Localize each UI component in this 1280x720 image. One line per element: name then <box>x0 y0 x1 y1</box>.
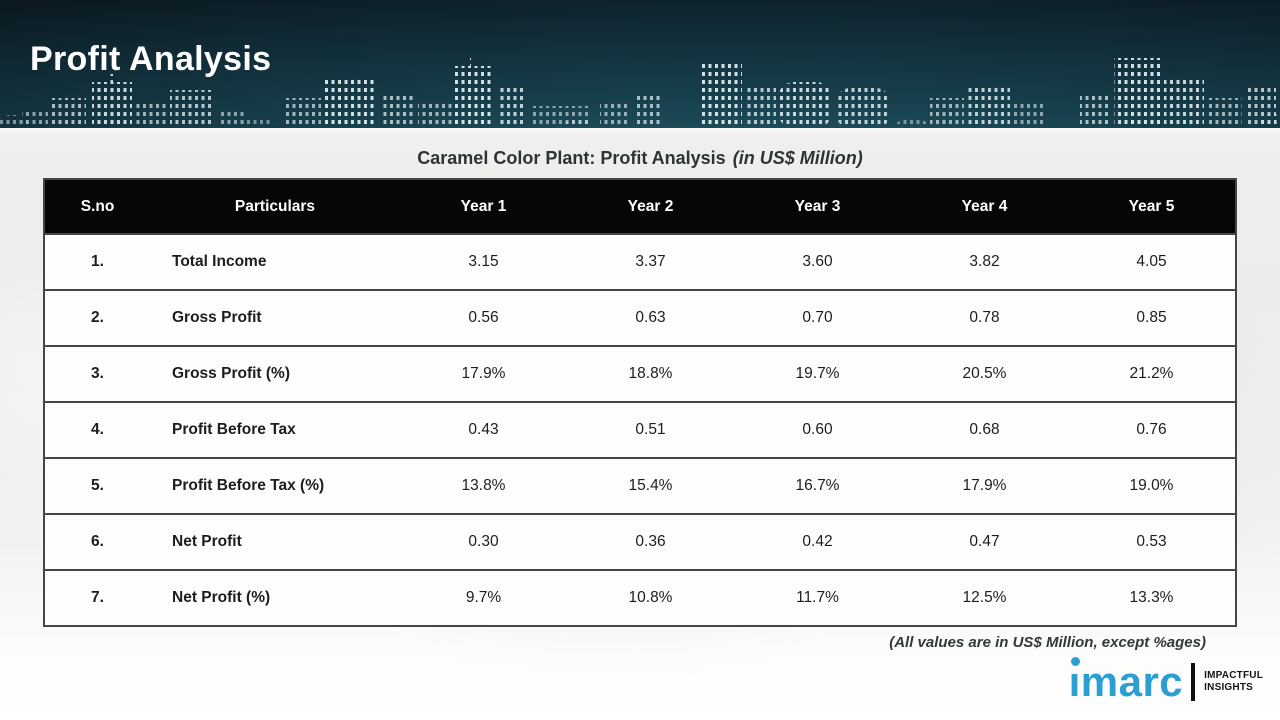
particular-cell: Total Income <box>150 233 400 290</box>
value-cell: 12.5% <box>901 569 1068 626</box>
sno-cell: 5. <box>44 457 150 514</box>
value-cell: 0.53 <box>1068 513 1236 570</box>
particular-cell: Net Profit <box>150 513 400 570</box>
value-cell: 11.7% <box>734 569 901 626</box>
value-cell: 10.8% <box>567 569 734 626</box>
particular-cell: Profit Before Tax <box>150 401 400 458</box>
value-cell: 0.43 <box>400 401 567 458</box>
column-header-year3: Year 3 <box>734 179 901 234</box>
logo-tagline: IMPACTFUL INSIGHTS <box>1204 670 1263 694</box>
value-cell: 3.82 <box>901 233 1068 290</box>
table-row: 2. Gross Profit 0.56 0.63 0.70 0.78 0.85 <box>44 289 1236 346</box>
value-cell: 0.47 <box>901 513 1068 570</box>
value-cell: 9.7% <box>400 569 567 626</box>
table-title: Caramel Color Plant: Profit Analysis (in … <box>0 148 1280 169</box>
page-title: Profit Analysis <box>30 40 272 78</box>
main-content: Caramel Color Plant: Profit Analysis (in … <box>0 133 1280 651</box>
particular-cell: Gross Profit <box>150 289 400 346</box>
sno-cell: 3. <box>44 345 150 402</box>
value-cell: 19.0% <box>1068 457 1236 514</box>
column-header-sno: S.no <box>44 179 150 234</box>
value-cell: 3.60 <box>734 233 901 290</box>
value-cell: 15.4% <box>567 457 734 514</box>
value-cell: 17.9% <box>400 345 567 402</box>
value-cell: 13.8% <box>400 457 567 514</box>
table-row: 7. Net Profit (%) 9.7% 10.8% 11.7% 12.5% 13… <box>44 569 1236 626</box>
table-title-unit: (in US$ Million) <box>732 148 863 168</box>
city-skyline-graphic <box>0 50 1280 128</box>
value-cell: 3.15 <box>400 233 567 290</box>
logo-word-wrap: ımarc <box>1068 657 1184 705</box>
sno-cell: 4. <box>44 401 150 458</box>
sno-cell: 7. <box>44 569 150 626</box>
value-cell: 0.60 <box>734 401 901 458</box>
value-cell: 3.37 <box>567 233 734 290</box>
table-footnote: (All values are in US$ Million, except %… <box>889 634 1206 651</box>
sno-cell: 2. <box>44 289 150 346</box>
column-header-particulars: Particulars <box>150 179 400 234</box>
table-row: 4. Profit Before Tax 0.43 0.51 0.60 0.68 0.… <box>44 401 1236 458</box>
value-cell: 0.42 <box>734 513 901 570</box>
logo-tagline-line2: INSIGHTS <box>1204 682 1253 693</box>
particular-cell: Net Profit (%) <box>150 569 400 626</box>
column-header-year1: Year 1 <box>400 179 567 234</box>
value-cell: 18.8% <box>567 345 734 402</box>
table-title-main: Caramel Color Plant: Profit Analysis <box>417 148 726 168</box>
table-body: 1. Total Income 3.15 3.37 3.60 3.82 4.05 2.… <box>44 233 1236 626</box>
logo-divider <box>1191 663 1196 701</box>
value-cell: 0.36 <box>567 513 734 570</box>
value-cell: 0.76 <box>1068 401 1236 458</box>
value-cell: 4.05 <box>1068 233 1236 290</box>
value-cell: 16.7% <box>734 457 901 514</box>
table-row: 6. Net Profit 0.30 0.36 0.42 0.47 0.53 <box>44 513 1236 570</box>
sno-cell: 1. <box>44 233 150 290</box>
value-cell: 0.56 <box>400 289 567 346</box>
table-row: 3. Gross Profit (%) 17.9% 18.8% 19.7% 20.5… <box>44 345 1236 402</box>
profit-table: S.no Particulars Year 1 Year 2 Year 3 Ye… <box>43 178 1237 627</box>
value-cell: 0.63 <box>567 289 734 346</box>
value-cell: 21.2% <box>1068 345 1236 402</box>
table-row: 1. Total Income 3.15 3.37 3.60 3.82 4.05 <box>44 233 1236 290</box>
logo-tagline-line1: IMPACTFUL <box>1204 670 1263 681</box>
sno-cell: 6. <box>44 513 150 570</box>
table-header-row: S.no Particulars Year 1 Year 2 Year 3 Ye… <box>44 179 1236 234</box>
particular-cell: Profit Before Tax (%) <box>150 457 400 514</box>
value-cell: 0.68 <box>901 401 1068 458</box>
value-cell: 17.9% <box>901 457 1068 514</box>
value-cell: 0.70 <box>734 289 901 346</box>
logo-wordmark: ımarc <box>1068 658 1184 705</box>
value-cell: 0.78 <box>901 289 1068 346</box>
value-cell: 0.51 <box>567 401 734 458</box>
value-cell: 20.5% <box>901 345 1068 402</box>
column-header-year4: Year 4 <box>901 179 1068 234</box>
value-cell: 13.3% <box>1068 569 1236 626</box>
table-row: 5. Profit Before Tax (%) 13.8% 15.4% 16.7… <box>44 457 1236 514</box>
logo-dot-icon <box>1070 657 1080 666</box>
table-header: S.no Particulars Year 1 Year 2 Year 3 Ye… <box>44 179 1236 234</box>
particular-cell: Gross Profit (%) <box>150 345 400 402</box>
column-header-year2: Year 2 <box>567 179 734 234</box>
imarc-logo: ımarc IMPACTFUL INSIGHTS <box>1068 657 1263 705</box>
value-cell: 19.7% <box>734 345 901 402</box>
column-header-year5: Year 5 <box>1068 179 1236 234</box>
value-cell: 0.85 <box>1068 289 1236 346</box>
header-banner: Profit Analysis <box>0 0 1280 128</box>
value-cell: 0.30 <box>400 513 567 570</box>
